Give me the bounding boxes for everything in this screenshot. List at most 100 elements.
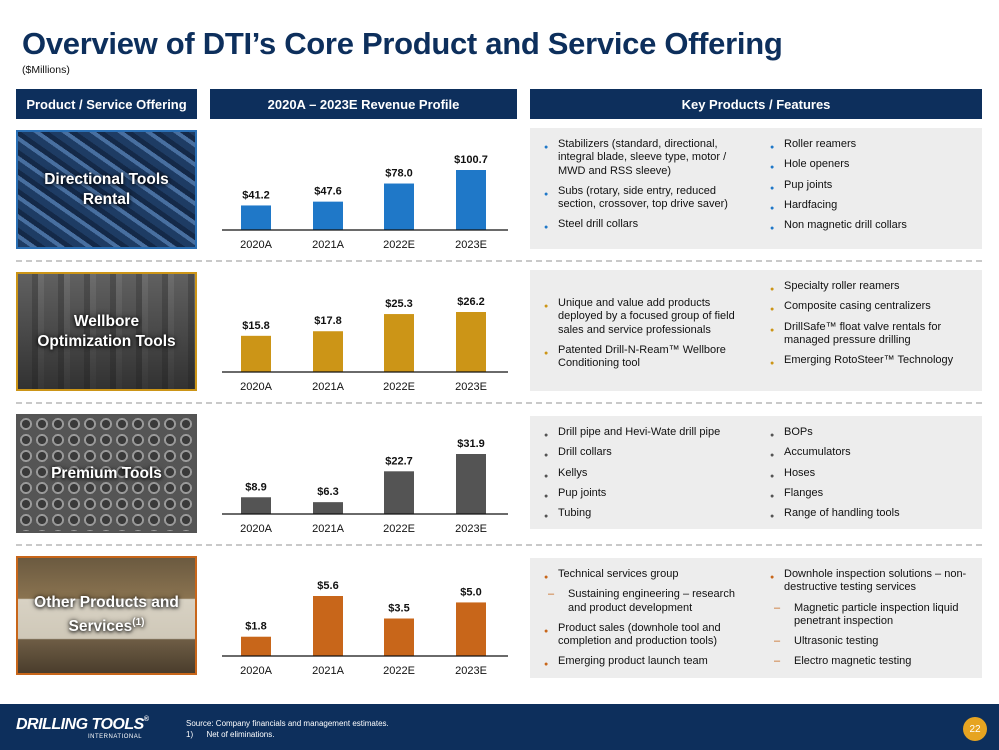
- bar: [456, 312, 486, 372]
- feature-item: ● Drill collars: [538, 446, 750, 459]
- bullet-icon: ●: [770, 574, 775, 581]
- feature-text: Tubing: [558, 507, 592, 520]
- section-image-wellbore: Wellbore Optimization Tools: [16, 272, 197, 391]
- bullet-icon: ●: [770, 286, 775, 293]
- feature-subitem: – Ultrasonic testing: [764, 635, 968, 648]
- x-tick-label: 2023E: [455, 523, 487, 535]
- data-label: $25.3: [385, 298, 413, 310]
- feature-text: Electro magnetic testing: [794, 655, 912, 668]
- bullet-icon: ●: [544, 349, 549, 357]
- feature-text: Pup joints: [784, 178, 833, 191]
- section-title-wellbore: Wellbore Optimization Tools: [37, 312, 176, 350]
- bar-chart-svg: $1.8 2020A $5.6 2021A $3.5 2022E $5.0 2023E: [222, 580, 508, 677]
- feature-text: Specialty roller reamers: [784, 280, 900, 292]
- feature-text: Hole openers: [784, 158, 850, 171]
- data-label: $47.6: [314, 186, 342, 198]
- feature-text: Patented Drill-N-Ream™ Wellbore Conditio…: [558, 343, 726, 370]
- bullet-icon: ●: [544, 432, 549, 439]
- revenue-chart-directional: $41.2 2020A $47.6 2021A $78.0 2022E $100.7 2023…: [222, 126, 508, 252]
- bullet-icon: ●: [770, 432, 775, 439]
- x-tick-label: 2022E: [383, 523, 415, 535]
- bullet-icon: ●: [770, 164, 775, 172]
- bar-chart-svg: $8.9 2020A $6.3 2021A $22.7 2022E $31.9 2023E: [222, 438, 508, 535]
- feature-item: ● Unique and value add products deployed …: [538, 297, 750, 337]
- feature-item: ● Downhole inspection solutions – non-des…: [764, 568, 968, 595]
- data-label: $1.8: [245, 621, 266, 633]
- feature-subitem: – Magnetic particle inspection liquid pen…: [764, 602, 968, 629]
- data-label: $31.9: [457, 438, 485, 450]
- section-divider: [16, 544, 982, 546]
- bullet-icon: ●: [544, 661, 549, 669]
- x-tick-label: 2021A: [312, 381, 344, 393]
- feature-text: DrillSafe™ float valve rentals for manag…: [784, 320, 942, 346]
- revenue-chart-wellbore: $15.8 2020A $17.8 2021A $25.3 2022E $26.2 2023E: [222, 268, 508, 394]
- feature-item: ● Specialty roller reamers: [764, 280, 968, 293]
- feature-text: Range of handling tools: [784, 507, 900, 520]
- section-image-other: Other Products and Services(1): [16, 556, 197, 675]
- x-tick-label: 2020A: [240, 381, 272, 393]
- revenue-chart-other: $1.8 2020A $5.6 2021A $3.5 2022E $5.0 2023E: [222, 552, 508, 678]
- bar: [313, 596, 343, 656]
- feature-item: ● Tubing: [538, 507, 750, 520]
- footer: DRILLING TOOLS® INTERNATIONAL Source: Co…: [0, 704, 999, 750]
- footnotes: Source: Company financials and managemen…: [186, 718, 389, 740]
- x-tick-label: 2020A: [240, 523, 272, 535]
- feature-text: Product sales (downhole tool and complet…: [558, 621, 721, 648]
- feature-item: ● Drill pipe and Hevi-Wate drill pipe: [538, 426, 750, 439]
- feature-item: ● Steel drill collars: [538, 218, 750, 231]
- feature-text: Magnetic particle inspection liquid pene…: [794, 601, 959, 627]
- feature-item: ● Hardfacing: [764, 199, 968, 212]
- x-tick-label: 2021A: [312, 665, 344, 677]
- header-features: Key Products / Features: [530, 89, 982, 119]
- section-image-premium: Premium Tools: [16, 414, 197, 533]
- dash-bullet-icon: –: [774, 601, 781, 614]
- dash-bullet-icon: –: [774, 635, 781, 648]
- data-label: $26.2: [457, 296, 485, 308]
- data-label: $100.7: [454, 154, 488, 166]
- bullet-icon: ●: [770, 452, 775, 460]
- x-tick-label: 2021A: [312, 523, 344, 535]
- x-tick-label: 2022E: [383, 665, 415, 677]
- bar: [313, 502, 343, 514]
- bar: [384, 314, 414, 372]
- feature-item: ● Technical services group: [538, 568, 750, 581]
- feature-text: Hoses: [784, 466, 816, 479]
- dash-bullet-icon: –: [548, 588, 555, 601]
- feature-item: ● Pup joints: [538, 487, 750, 500]
- feature-item: ● Hole openers: [764, 158, 968, 171]
- features-premium: ● Drill pipe and Hevi-Wate drill pipe ● Dri…: [530, 416, 982, 529]
- bar: [384, 183, 414, 230]
- feature-text: Flanges: [784, 486, 824, 499]
- data-label: $15.8: [242, 320, 270, 332]
- bar: [456, 454, 486, 514]
- x-tick-label: 2021A: [312, 239, 344, 251]
- x-tick-label: 2022E: [383, 239, 415, 251]
- feature-text: Subs (rotary, side entry, reduced sectio…: [558, 184, 728, 211]
- feature-text: Downhole inspection solutions – non-dest…: [784, 568, 967, 594]
- feature-item: ● Composite casing centralizers: [764, 300, 968, 313]
- feature-text: Roller reamers: [784, 138, 857, 150]
- feature-text: Technical services group: [558, 568, 679, 580]
- footnote-1: 1) Net of eliminations.: [186, 730, 275, 739]
- feature-text: Emerging RotoSteer™ Technology: [784, 354, 954, 367]
- feature-item: ● Kellys: [538, 467, 750, 480]
- feature-item: ● Non magnetic drill collars: [764, 219, 968, 232]
- section-divider: [16, 402, 982, 404]
- bar: [241, 497, 271, 514]
- bullet-icon: ●: [544, 492, 549, 500]
- features-left: ● Stabilizers (standard, directional, int…: [538, 138, 756, 241]
- features-directional: ● Stabilizers (standard, directional, int…: [530, 128, 982, 249]
- bullet-icon: ●: [770, 204, 775, 212]
- feature-text: Stabilizers (standard, directional, inte…: [558, 138, 727, 177]
- x-tick-label: 2022E: [383, 381, 415, 393]
- feature-item: ● Emerging RotoSteer™ Technology: [764, 354, 968, 367]
- bullet-icon: ●: [544, 224, 549, 232]
- company-logo: DRILLING TOOLS®: [16, 716, 149, 733]
- feature-item: ● Pup joints: [764, 179, 968, 192]
- feature-text: Accumulators: [784, 446, 851, 459]
- section-title-premium: Premium Tools: [51, 464, 162, 482]
- data-label: $5.0: [460, 586, 481, 598]
- bar: [313, 201, 343, 230]
- feature-text: Unique and value add products deployed b…: [558, 297, 735, 336]
- feature-text: Sustaining engineering – research and pr…: [568, 588, 735, 614]
